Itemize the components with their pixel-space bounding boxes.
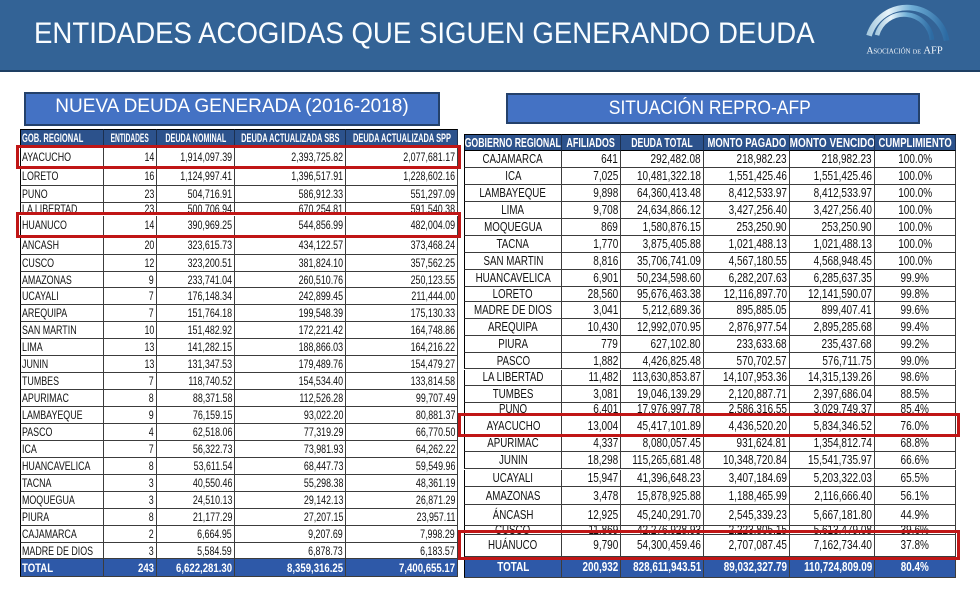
svg-text:ASOCIACIÓN DE AFP: ASOCIACIÓN DE AFP: [867, 46, 943, 57]
